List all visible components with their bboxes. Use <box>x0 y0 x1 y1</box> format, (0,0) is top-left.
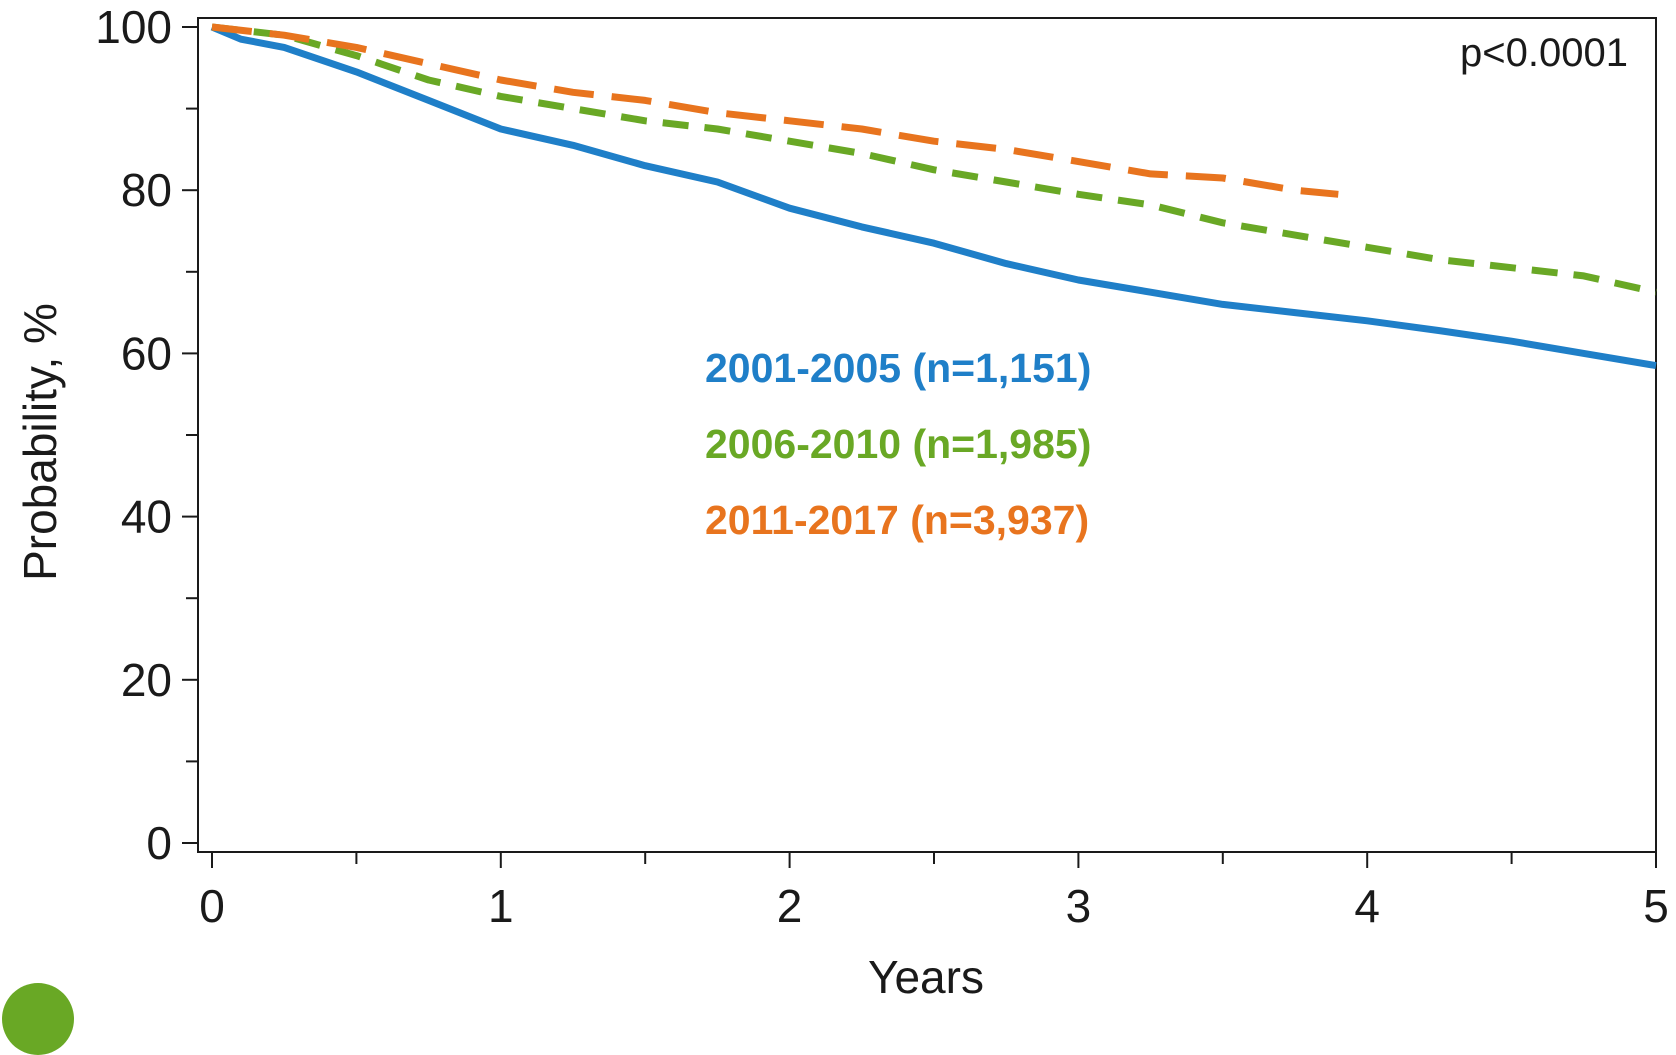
y-axis-title: Probability, % <box>14 303 66 581</box>
p-value-annotation: p<0.0001 <box>1460 31 1628 75</box>
y-tick-label: 40 <box>121 491 172 543</box>
legend-entry-1: 2001-2005 (n=1,151) <box>705 345 1091 391</box>
x-axis-title: Years <box>868 951 984 1002</box>
series-line-2 <box>211 23 1657 296</box>
x-tick-label: 4 <box>1354 880 1380 932</box>
x-tick-label: 1 <box>488 880 514 932</box>
y-tick-label: 20 <box>121 654 172 706</box>
x-tick-label: 2 <box>777 880 803 932</box>
y-tick-label: 80 <box>121 164 172 216</box>
y-tick-label: 0 <box>146 817 172 869</box>
y-tick-label: 60 <box>121 327 172 379</box>
y-tick-label: 100 <box>95 1 172 53</box>
survival-chart: 0 1 2 3 4 5 0 20 40 60 80 100 p<0.0001 Years Probab… <box>14 1 1669 1002</box>
x-tick-label: 3 <box>1066 880 1092 932</box>
legend: 2001-2005 (n=1,151) 2006-2010 (n=1,985) 20… <box>705 345 1091 543</box>
legend-entry-3: 2011-2017 (n=3,937) <box>705 497 1089 543</box>
series-line-1 <box>210 23 1657 370</box>
series-line-3 <box>211 23 1339 198</box>
x-tick-label: 5 <box>1643 880 1669 932</box>
legend-entry-2: 2006-2010 (n=1,985) <box>705 421 1091 467</box>
x-tick-label: 0 <box>199 880 225 932</box>
corner-logo-icon <box>2 983 74 1055</box>
